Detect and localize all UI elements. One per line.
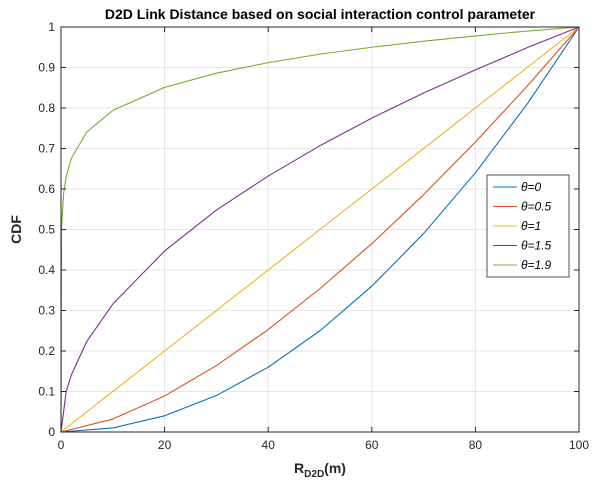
- x-axis-label-subscript: D2D: [304, 469, 324, 480]
- y-tick-label: 0.7: [38, 142, 55, 156]
- chart-title: D2D Link Distance based on social intera…: [105, 6, 536, 22]
- y-tick-label: 0.1: [38, 385, 55, 399]
- legend-entry: θ=1: [521, 219, 541, 233]
- y-axis-ticks: 0 0.1 0.2 0.3 0.4 0.5 0.6 0.7 0.8 0.9 1: [38, 20, 579, 439]
- y-tick-label: 0.8: [38, 101, 55, 115]
- x-axis-label-unit: (m): [324, 460, 346, 476]
- y-tick-label: 0.2: [38, 344, 55, 358]
- y-tick-label: 0.4: [38, 263, 55, 277]
- y-axis-label: CDF: [8, 215, 24, 244]
- x-tick-label: 20: [158, 438, 172, 452]
- legend-entry: θ=1.5: [521, 239, 552, 253]
- legend: θ=0 θ=0.5 θ=1 θ=1.5 θ=1.9: [486, 174, 570, 278]
- series-line-1: [60, 26, 580, 433]
- series-line-0: [60, 26, 580, 433]
- x-axis-label: RD2D(m): [294, 460, 346, 480]
- legend-entry: θ=0: [521, 180, 542, 194]
- x-axis-label-main: R: [294, 460, 304, 476]
- y-tick-label: 1: [48, 20, 55, 34]
- y-tick-label: 0: [48, 425, 55, 439]
- y-tick-label: 0.6: [38, 182, 55, 196]
- x-axis-ticks: 0 20 40 60 80 100: [58, 27, 589, 452]
- y-tick-label: 0.3: [38, 304, 55, 318]
- x-tick-label: 60: [365, 438, 379, 452]
- series-line-3: [60, 26, 580, 433]
- legend-entry: θ=0.5: [521, 200, 552, 214]
- x-tick-label: 0: [58, 438, 65, 452]
- x-tick-label: 100: [569, 438, 589, 452]
- series-line-2: [60, 26, 580, 433]
- x-tick-label: 80: [469, 438, 483, 452]
- series-line-4: [60, 26, 580, 433]
- x-tick-label: 40: [262, 438, 276, 452]
- series-lines: [60, 26, 580, 433]
- legend-entry: θ=1.9: [521, 258, 552, 272]
- y-tick-label: 0.9: [38, 61, 55, 75]
- y-tick-label: 0.5: [38, 223, 55, 237]
